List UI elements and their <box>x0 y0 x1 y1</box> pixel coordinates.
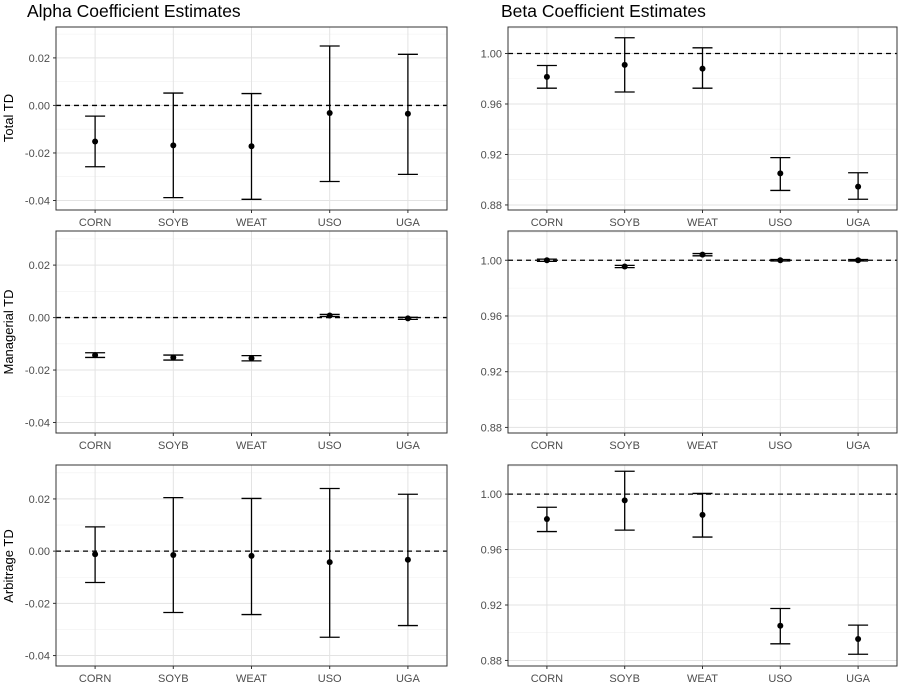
panel-alpha-arbitrage-x-tick-label: USO <box>318 673 342 685</box>
panel-beta-managerial-y-tick-label: 0.88 <box>481 422 502 434</box>
panel-beta-arbitrage-point-soyb <box>621 497 628 504</box>
panel-alpha-managerial-x-tick-label: CORN <box>79 440 111 452</box>
row-label-arbitrage-td: Arbitrage TD <box>1 529 16 602</box>
panel-alpha-total-point-corn <box>92 138 99 145</box>
panel-alpha-total-point-uso <box>326 110 333 117</box>
panel-beta-managerial-x-tick-label: SOYB <box>609 440 640 452</box>
panel-alpha-total-y-tick-label: -0.02 <box>25 148 50 160</box>
panel-beta-managerial: 0.88 0.92 0.96 1.00 CORN SOYB WEAT USO UGA <box>481 230 898 452</box>
panel-beta-total-y-tick-label: 0.88 <box>481 200 502 212</box>
panel-alpha-arbitrage-y-tick-label: 0.02 <box>29 494 50 506</box>
panel-beta-managerial-y-tick-label: 0.96 <box>481 311 502 323</box>
panel-alpha-arbitrage-x-tick-label: UGA <box>396 673 421 685</box>
panel-beta-total-point-uga <box>855 183 862 190</box>
panel-alpha-arbitrage-point-uso <box>326 559 333 566</box>
panel-beta-total-x-tick-label: SOYB <box>609 217 640 229</box>
panel-beta-arbitrage: 0.88 0.92 0.96 1.00 CORN SOYB WEAT USO UGA <box>481 464 898 685</box>
panel-beta-arbitrage-point-uga <box>855 635 862 642</box>
panel-alpha-arbitrage: -0.04 -0.02 0.00 0.02 CORN SOYB WEAT USO UGA <box>25 464 448 685</box>
panel-alpha-managerial-y-tick-label: -0.04 <box>25 418 50 430</box>
panel-alpha-total-x-tick-label: CORN <box>79 217 111 229</box>
panel-beta-total-x-tick-label: UGA <box>846 217 871 229</box>
panel-alpha-total-x-tick-label: USO <box>318 217 342 229</box>
panel-beta-managerial-point-corn <box>543 257 550 264</box>
panel-beta-total-point-weat <box>699 65 706 72</box>
panel-alpha-managerial-point-uga <box>404 315 411 322</box>
panel-beta-arbitrage-y-tick-label: 0.92 <box>481 600 502 612</box>
column-title-beta: Beta Coefficient Estimates <box>501 1 706 21</box>
panel-alpha-total-y-tick-label: 0.00 <box>29 100 50 112</box>
panel-beta-arbitrage-point-weat <box>699 511 706 518</box>
panel-alpha-managerial-y-tick-label: 0.00 <box>29 313 50 325</box>
panel-alpha-total-x-tick-label: WEAT <box>236 217 267 229</box>
panel-alpha-total-y-tick-label: -0.04 <box>25 195 50 207</box>
panel-alpha-total-y-tick-label: 0.02 <box>29 53 50 65</box>
panel-beta-arbitrage-x-tick-label: UGA <box>846 673 871 685</box>
panel-beta-total-y-tick-label: 0.96 <box>481 99 502 111</box>
panel-beta-total-y-tick-label: 0.92 <box>481 149 502 161</box>
panel-alpha-arbitrage-x-tick-label: WEAT <box>236 673 267 685</box>
panel-beta-arbitrage-point-corn <box>543 516 550 523</box>
panel-beta-total-x-tick-label: CORN <box>531 217 563 229</box>
column-title-alpha: Alpha Coefficient Estimates <box>27 1 241 21</box>
panel-alpha-arbitrage-point-soyb <box>170 552 177 559</box>
panel-alpha-total-x-tick-label: SOYB <box>158 217 189 229</box>
panel-alpha-managerial-x-tick-label: USO <box>318 440 342 452</box>
panel-alpha-total-point-uga <box>404 110 411 117</box>
panel-beta-managerial-point-uso <box>777 257 784 264</box>
panel-alpha-managerial-point-corn <box>92 352 99 359</box>
panel-beta-managerial-x-tick-label: CORN <box>531 440 563 452</box>
panel-beta-total-point-uso <box>777 170 784 177</box>
panel-alpha-managerial-point-uso <box>326 312 333 319</box>
panel-beta-arbitrage-y-tick-label: 1.00 <box>481 489 502 501</box>
panel-alpha-arbitrage-point-uga <box>404 556 411 563</box>
panel-beta-total: 0.88 0.92 0.96 1.00 CORN SOYB WEAT USO UGA <box>481 26 898 229</box>
panel-alpha-managerial: -0.04 -0.02 0.00 0.02 CORN SOYB WEAT USO UGA <box>25 230 448 452</box>
panel-alpha-arbitrage-point-weat <box>248 552 255 559</box>
panel-alpha-managerial-y-tick-label: -0.02 <box>25 365 50 377</box>
panel-alpha-managerial-x-tick-label: UGA <box>396 440 421 452</box>
panel-alpha-total-x-tick-label: UGA <box>396 217 421 229</box>
panel-alpha-managerial-point-soyb <box>170 354 177 361</box>
panel-alpha-arbitrage-y-tick-label: -0.04 <box>25 651 50 663</box>
panel-alpha-managerial-x-tick-label: WEAT <box>236 440 267 452</box>
panel-beta-arbitrage-x-tick-label: CORN <box>531 673 563 685</box>
panel-beta-managerial-x-tick-label: USO <box>768 440 792 452</box>
panel-beta-managerial-x-tick-label: UGA <box>846 440 871 452</box>
panel-alpha-arbitrage-y-tick-label: -0.02 <box>25 598 50 610</box>
panel-beta-managerial-point-weat <box>699 251 706 258</box>
row-label-total-td: Total TD <box>1 94 16 142</box>
panel-alpha-total-point-soyb <box>170 142 177 149</box>
panel-beta-arbitrage-x-tick-label: USO <box>768 673 792 685</box>
panel-beta-total-point-soyb <box>621 61 628 68</box>
panel-beta-managerial-y-tick-label: 1.00 <box>481 255 502 267</box>
panel-beta-arbitrage-x-tick-label: WEAT <box>687 673 718 685</box>
panel-beta-managerial-y-tick-label: 0.92 <box>481 367 502 379</box>
panel-beta-arbitrage-y-tick-label: 0.88 <box>481 655 502 667</box>
panel-alpha-arbitrage-x-tick-label: CORN <box>79 673 111 685</box>
panel-beta-managerial-x-tick-label: WEAT <box>687 440 718 452</box>
panel-alpha-arbitrage-point-corn <box>92 551 99 558</box>
panel-beta-arbitrage-x-tick-label: SOYB <box>609 673 640 685</box>
panel-alpha-arbitrage-y-tick-label: 0.00 <box>29 546 50 558</box>
panel-alpha-total-point-weat <box>248 143 255 150</box>
panel-alpha-arbitrage-x-tick-label: SOYB <box>158 673 189 685</box>
panel-beta-total-x-tick-label: WEAT <box>687 217 718 229</box>
panel-beta-total-y-tick-label: 1.00 <box>481 49 502 61</box>
panel-alpha-total: -0.04 -0.02 0.00 0.02 CORN SOYB WEAT USO UGA <box>25 26 448 229</box>
panel-alpha-managerial-point-weat <box>248 355 255 362</box>
row-label-managerial-td: Managerial TD <box>1 289 16 374</box>
panel-beta-managerial-point-soyb <box>621 263 628 270</box>
panel-beta-total-point-corn <box>543 73 550 80</box>
panel-beta-arbitrage-y-tick-label: 0.96 <box>481 545 502 557</box>
panel-alpha-managerial-x-tick-label: SOYB <box>158 440 189 452</box>
panel-beta-total-x-tick-label: USO <box>768 217 792 229</box>
panel-beta-managerial-point-uga <box>855 257 862 264</box>
panel-beta-arbitrage-point-uso <box>777 622 784 629</box>
panel-alpha-managerial-y-tick-label: 0.02 <box>29 260 50 272</box>
